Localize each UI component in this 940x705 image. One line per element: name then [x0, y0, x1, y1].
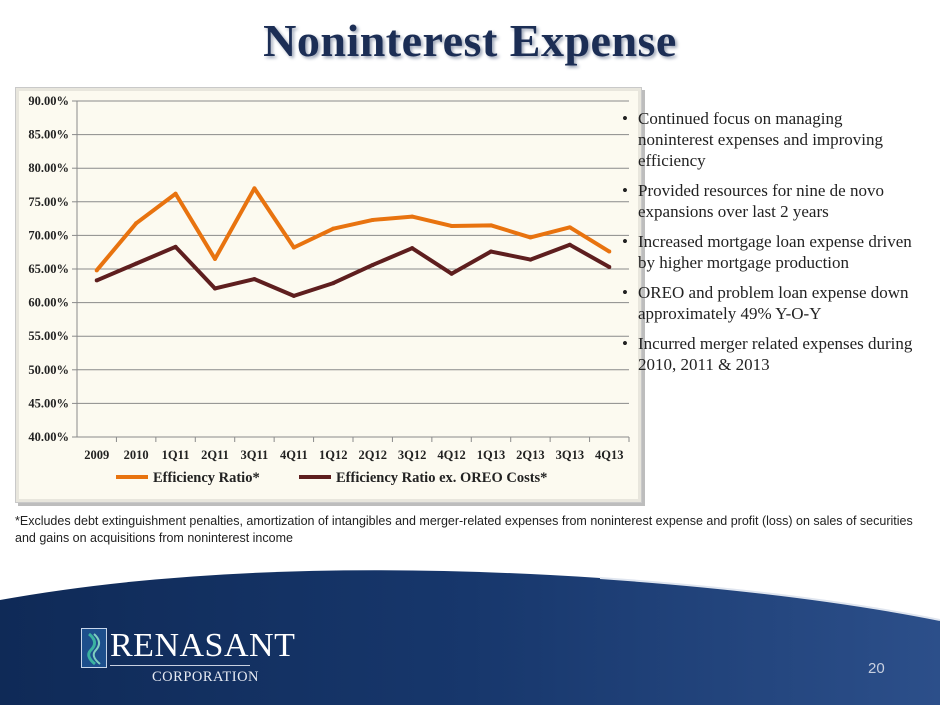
x-tick-label: 4Q12: [437, 448, 465, 462]
data-point: [410, 246, 415, 251]
data-point: [410, 214, 415, 219]
renasant-logo-icon: [81, 628, 107, 668]
x-tick-label: 2Q11: [201, 448, 229, 462]
data-point: [291, 293, 296, 298]
data-point: [331, 226, 336, 231]
x-tick-label: 2Q13: [516, 448, 544, 462]
y-tick-label: 60.00%: [28, 296, 69, 310]
y-tick-label: 90.00%: [28, 94, 69, 108]
x-tick-label: 3Q11: [241, 448, 269, 462]
data-point: [252, 186, 257, 191]
bullet-item: Incurred merger related expenses during …: [620, 333, 920, 375]
x-tick-label: 3Q13: [556, 448, 584, 462]
chart-panel: 40.00% 45.00% 50.00% 55.00% 60.00% 65.00% 70.0…: [15, 87, 642, 503]
data-point: [331, 281, 336, 286]
data-point: [370, 217, 375, 222]
data-point: [173, 244, 178, 249]
x-tick-label: 1Q12: [319, 448, 347, 462]
data-point: [607, 264, 612, 269]
y-tick-label: 70.00%: [28, 228, 69, 242]
x-tick-label: 2Q12: [358, 448, 386, 462]
slide-title: Noninterest Expense: [263, 15, 677, 66]
data-point: [291, 245, 296, 250]
data-point: [94, 268, 99, 273]
legend-label: Efficiency Ratio ex. OREO Costs*: [336, 470, 547, 486]
x-tick-label: 2009: [84, 448, 109, 462]
legend-label: Efficiency Ratio*: [153, 470, 260, 486]
y-tick-label: 40.00%: [28, 430, 69, 444]
data-point: [567, 225, 572, 230]
y-tick-label: 85.00%: [28, 128, 69, 142]
footnote: *Excludes debt extinguishment penalties,…: [15, 514, 913, 545]
y-tick-label: 65.00%: [28, 262, 69, 276]
y-tick-label: 80.00%: [28, 161, 69, 175]
data-point: [528, 235, 533, 240]
data-point: [94, 278, 99, 283]
data-point: [528, 257, 533, 262]
logo-divider: [110, 665, 250, 666]
y-tick-label: 75.00%: [28, 195, 69, 209]
data-point: [134, 261, 139, 266]
data-point: [173, 191, 178, 196]
y-tick-label: 45.00%: [28, 396, 69, 410]
x-tick-label: 2010: [124, 448, 149, 462]
page-number: 20: [868, 660, 885, 677]
data-point: [489, 223, 493, 228]
data-point: [607, 249, 612, 254]
y-tick-label: 50.00%: [28, 363, 69, 377]
data-point: [134, 221, 139, 226]
x-tick-label: 4Q13: [595, 448, 623, 462]
bullet-list: Continued focus on managing noninterest …: [620, 108, 920, 384]
data-point: [213, 256, 217, 261]
data-point: [213, 286, 217, 291]
x-tick-label: 3Q12: [398, 448, 426, 462]
bullet-item: Continued focus on managing noninterest …: [620, 108, 920, 171]
series-line-efficiency-ratio-ex-oreo: [95, 242, 611, 298]
series-line-efficiency-ratio: [95, 186, 611, 272]
x-tick-label: 1Q11: [162, 448, 190, 462]
logo-wordmark: RENASANT: [110, 627, 296, 664]
data-point: [449, 271, 454, 276]
x-tick-label: 1Q13: [477, 448, 505, 462]
logo-subtitle: CORPORATION: [152, 669, 260, 685]
data-point: [252, 277, 257, 282]
bullet-item: Increased mortgage loan expense driven b…: [620, 231, 920, 273]
data-point: [567, 242, 572, 247]
bullet-item: OREO and problem loan expense down appro…: [620, 282, 920, 324]
data-point: [489, 249, 493, 254]
efficiency-ratio-chart: 40.00% 45.00% 50.00% 55.00% 60.00% 65.00% 70.0…: [28, 94, 630, 486]
x-tick-label: 4Q11: [280, 448, 308, 462]
data-point: [449, 223, 454, 228]
footer-swoosh: [0, 570, 940, 705]
bullet-item: Provided resources for nine de novo expa…: [620, 180, 920, 222]
data-point: [370, 262, 375, 267]
y-tick-label: 55.00%: [28, 329, 69, 343]
